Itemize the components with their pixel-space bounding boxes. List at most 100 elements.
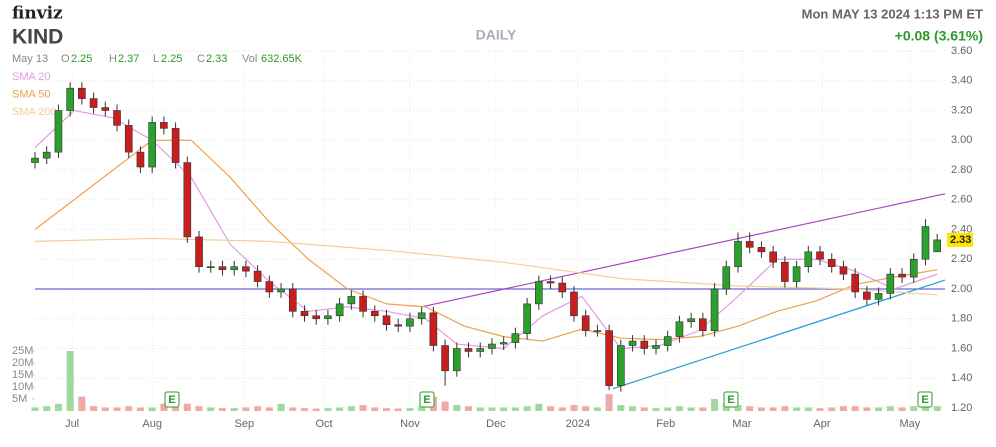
candle-body bbox=[909, 258, 918, 278]
ohlc-label: O bbox=[61, 53, 70, 65]
candle-body bbox=[886, 273, 895, 294]
volume-bar bbox=[406, 408, 414, 411]
candle-body bbox=[160, 122, 168, 129]
candle-body bbox=[148, 122, 156, 168]
x-tick-label: Jul bbox=[65, 418, 79, 430]
candle-body bbox=[558, 282, 567, 293]
volume-bar bbox=[160, 403, 168, 411]
datetime: Mon MAY 13 2024 1:13 PM ET bbox=[802, 6, 983, 21]
y-tick-label: 1.80 bbox=[951, 313, 972, 325]
candle-body bbox=[898, 273, 906, 278]
candle-body bbox=[277, 288, 285, 293]
candle-body bbox=[874, 293, 883, 300]
volume-bar bbox=[711, 399, 719, 411]
volume-bar bbox=[699, 407, 707, 411]
candle-body bbox=[452, 348, 461, 372]
sma-line bbox=[34, 237, 938, 296]
earnings-icon[interactable]: E bbox=[917, 391, 933, 408]
volume-bar bbox=[418, 406, 426, 411]
candle-body bbox=[195, 236, 203, 267]
volume-bar bbox=[652, 408, 660, 411]
volume-bar bbox=[629, 406, 637, 411]
ohlc-value: 632.65K bbox=[261, 53, 303, 65]
candle-body bbox=[394, 324, 403, 327]
volume-bar bbox=[324, 408, 332, 411]
legend-entry: SMA 20 bbox=[12, 71, 51, 83]
ohlc-value: 2.37 bbox=[118, 53, 139, 65]
volume-bar bbox=[523, 406, 531, 411]
candle-body bbox=[101, 107, 110, 111]
candle-body bbox=[499, 342, 508, 345]
ohlc-label: L bbox=[153, 53, 159, 65]
header: finviz KIND DAILY Mon MAY 13 2024 1:13 P… bbox=[12, 4, 983, 65]
volume-bar bbox=[500, 407, 508, 411]
volume-bar bbox=[547, 406, 555, 411]
volume-bar bbox=[230, 408, 238, 411]
candle-body bbox=[863, 291, 871, 300]
candle-body bbox=[769, 251, 777, 263]
volume-bar bbox=[54, 403, 62, 411]
candle-body bbox=[617, 345, 625, 386]
volume-bar bbox=[535, 403, 543, 411]
volume-bar bbox=[453, 405, 461, 411]
volume-bar bbox=[875, 407, 883, 411]
volume-bar bbox=[640, 407, 648, 411]
volume-bar bbox=[265, 407, 273, 411]
y-tick-label: 2.20 bbox=[951, 253, 972, 265]
svg-text:E: E bbox=[423, 394, 430, 406]
volume-bar bbox=[816, 408, 824, 411]
volume-bar bbox=[664, 407, 672, 411]
candle-body bbox=[933, 239, 942, 253]
candle-body bbox=[42, 151, 51, 159]
volume-bar bbox=[793, 407, 801, 411]
legend-entry: SMA 50 bbox=[12, 88, 51, 100]
volume-bar bbox=[593, 407, 601, 411]
earnings-icon[interactable]: E bbox=[164, 391, 180, 408]
candle-body bbox=[710, 288, 719, 331]
earnings-icon[interactable]: E bbox=[419, 391, 435, 408]
candle-body bbox=[335, 303, 344, 317]
y-tick-label: 1.20 bbox=[951, 402, 972, 414]
y-tick-label: 2.60 bbox=[951, 194, 972, 206]
logo[interactable]: finviz bbox=[12, 4, 63, 24]
candle-body bbox=[171, 128, 180, 163]
candle-body bbox=[687, 318, 695, 323]
candle-body bbox=[535, 281, 543, 305]
earnings-markers: E E E E bbox=[164, 391, 933, 408]
candle-body bbox=[359, 296, 367, 312]
x-tick-label: Feb bbox=[656, 418, 675, 430]
volume-bar bbox=[277, 403, 285, 411]
candle-body bbox=[441, 345, 449, 372]
volume-tick-label: 10M bbox=[12, 381, 33, 393]
candle-body bbox=[757, 247, 766, 253]
candle-body bbox=[230, 266, 238, 270]
legend-entry: SMA 200 bbox=[12, 106, 57, 118]
volume-bar bbox=[898, 407, 906, 411]
y-tick-label: 1.40 bbox=[951, 372, 972, 384]
candle-body bbox=[66, 87, 74, 111]
candle-body bbox=[136, 151, 145, 168]
candle-body bbox=[370, 311, 379, 317]
earnings-icon[interactable]: E bbox=[723, 391, 739, 408]
candle-body bbox=[663, 336, 672, 346]
candle-body bbox=[382, 315, 391, 325]
volume-bar bbox=[746, 406, 754, 411]
period: DAILY bbox=[476, 27, 517, 43]
candle-body bbox=[31, 157, 39, 163]
volume-bar bbox=[66, 351, 74, 411]
volume-bar bbox=[617, 405, 625, 411]
candle-body bbox=[570, 291, 578, 317]
volume-bar bbox=[511, 407, 519, 411]
volume-bar bbox=[113, 407, 121, 411]
candle-body bbox=[605, 330, 613, 386]
y-tick-label: 2.80 bbox=[951, 164, 972, 176]
volume-bar bbox=[347, 406, 355, 411]
volume-tick-label: 15M bbox=[12, 369, 33, 381]
volume-bar bbox=[851, 406, 859, 411]
volume-bar bbox=[254, 406, 262, 411]
volume-bar bbox=[570, 405, 578, 411]
volume-bar bbox=[441, 401, 449, 411]
y-tick-label: 2.40 bbox=[951, 223, 972, 235]
candle-body bbox=[406, 318, 414, 327]
